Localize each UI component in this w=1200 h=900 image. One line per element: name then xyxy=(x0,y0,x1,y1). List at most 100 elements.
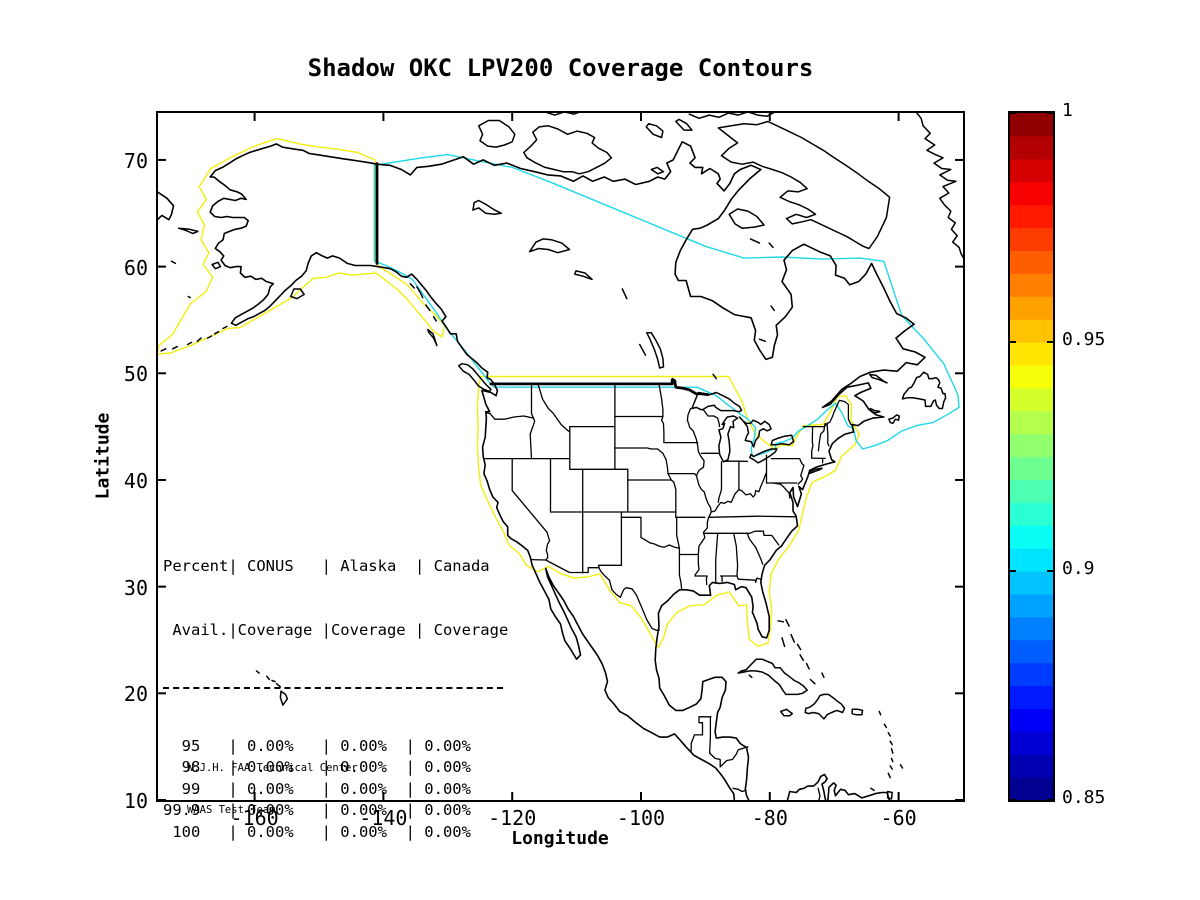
borders-path xyxy=(708,752,721,768)
colorbar xyxy=(1008,111,1055,802)
islands-path xyxy=(186,341,193,346)
islands-path xyxy=(675,118,693,131)
colorbar-step xyxy=(1010,296,1053,320)
colorbar-step xyxy=(1010,479,1053,503)
borders-path xyxy=(770,457,805,467)
colorbar-tick-label: 0.9 xyxy=(1062,558,1095,579)
islands-path xyxy=(409,282,416,289)
x-tick-label: -120 xyxy=(488,806,537,830)
islands-path xyxy=(781,637,786,648)
colorbar-step xyxy=(1010,410,1053,435)
colorbar-step xyxy=(1010,456,1053,480)
borders-path xyxy=(797,464,805,485)
borders-path xyxy=(670,479,677,518)
lakes-path xyxy=(749,448,778,464)
lakes-path xyxy=(621,288,628,300)
islands-path xyxy=(688,113,775,120)
colorbar-step xyxy=(1010,777,1053,801)
islands-path xyxy=(275,682,282,688)
islands-path xyxy=(737,658,808,696)
borders-path xyxy=(817,425,826,452)
colorbar-step xyxy=(1010,548,1053,572)
colorbar-step xyxy=(1010,158,1053,183)
islands-path xyxy=(785,618,790,627)
borders-path xyxy=(686,419,712,518)
islands-path xyxy=(758,338,767,343)
attribution-line-1: W.J.H. FAA Technical Center xyxy=(187,762,358,774)
colorbar-tick-label: 0.85 xyxy=(1062,787,1106,808)
islands-path xyxy=(878,710,882,716)
borders-path xyxy=(715,532,719,585)
islands-path xyxy=(222,325,228,330)
islands-path xyxy=(266,675,271,681)
coverage-table: Percent| CONUS | Alaska | Canada Avail.|… xyxy=(163,513,508,886)
lakes-path xyxy=(472,199,503,216)
table-separator xyxy=(163,687,503,690)
islands-path xyxy=(901,371,947,410)
islands-path xyxy=(868,373,888,384)
islands-path xyxy=(869,407,881,414)
y-tick-label: 10 xyxy=(123,789,148,813)
colorbar-step xyxy=(1010,525,1053,549)
islands-path xyxy=(196,337,202,343)
islands-path xyxy=(255,670,260,674)
y-tick-label: 60 xyxy=(123,255,148,280)
borders-path xyxy=(749,530,780,546)
map-layer-borders xyxy=(483,383,854,800)
colorbar-step xyxy=(1010,204,1053,229)
islands-path xyxy=(821,672,825,679)
islands-path xyxy=(279,690,289,706)
colorbar-step xyxy=(1010,433,1053,458)
table-header-row-1: Percent| CONUS | Alaska | Canada xyxy=(163,556,490,575)
x-tick-label: -160 xyxy=(230,806,279,830)
borders-path xyxy=(676,516,681,549)
map-layer-islands xyxy=(160,113,963,800)
islands-path xyxy=(890,748,894,754)
colorbar-step xyxy=(1010,342,1053,366)
islands-path xyxy=(804,693,846,720)
borders-path xyxy=(667,472,698,477)
colorbar-step xyxy=(1010,502,1053,526)
axis-tick-marks xyxy=(158,113,963,800)
borders-path xyxy=(530,557,549,561)
islands-path xyxy=(809,678,816,685)
islands-path xyxy=(728,208,765,229)
islands-path xyxy=(887,772,891,779)
colorbar-step xyxy=(1010,616,1053,641)
islands-path xyxy=(211,261,222,270)
table-body: 95 | 0.00% | 0.00% | 0.00% 98 | 0.00% | … xyxy=(163,736,508,843)
islands-path xyxy=(172,345,179,350)
lakes-path xyxy=(770,434,795,446)
islands-path xyxy=(886,790,893,800)
borders-path xyxy=(710,472,767,513)
borders-path xyxy=(694,575,708,586)
lakes-path xyxy=(712,373,718,380)
lakes-path xyxy=(718,415,739,463)
x-tick-label: -100 xyxy=(616,806,666,830)
y-tick-label: 70 xyxy=(123,148,148,173)
islands-path xyxy=(177,227,199,235)
islands-path xyxy=(187,295,191,299)
y-tick-label: 40 xyxy=(123,468,148,493)
x-tick-label: -140 xyxy=(359,806,408,830)
borders-path xyxy=(511,457,548,533)
islands-path xyxy=(889,740,893,746)
borders-path xyxy=(694,516,710,577)
borders-path xyxy=(720,575,762,584)
islands-path xyxy=(545,113,580,116)
colorbar-tick-label: 0.95 xyxy=(1062,329,1106,350)
borders-path xyxy=(640,536,681,549)
plot-area xyxy=(156,111,965,802)
borders-path xyxy=(686,407,692,421)
islands-path xyxy=(160,348,167,352)
islands-path xyxy=(799,654,805,662)
borders-path xyxy=(733,532,739,577)
colorbar-step xyxy=(1010,273,1053,297)
colorbar-step xyxy=(1010,227,1053,251)
coastline-path xyxy=(786,773,828,800)
colorbar-step xyxy=(1010,662,1053,687)
y-tick-label: 20 xyxy=(123,682,148,707)
colorbar-step xyxy=(1010,571,1053,595)
colorbar-gradient xyxy=(1010,112,1053,801)
colorbar-step xyxy=(1010,387,1053,412)
